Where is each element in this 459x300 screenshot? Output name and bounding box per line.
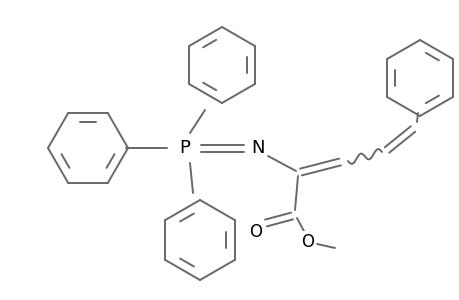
Text: N: N <box>251 139 264 157</box>
Text: O: O <box>301 233 314 251</box>
Text: P: P <box>179 139 190 157</box>
Text: O: O <box>249 223 262 241</box>
